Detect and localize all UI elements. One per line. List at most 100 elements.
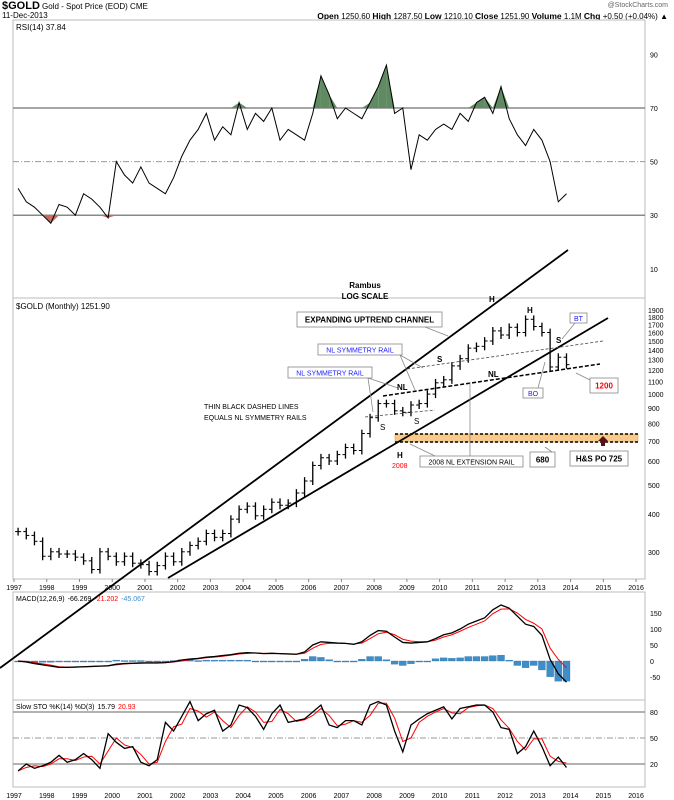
year-label-top: 1998 (39, 585, 55, 592)
rsi-tick-label: 30 (650, 213, 658, 220)
bt-callout-pointer (561, 322, 576, 340)
sto-legend-part: 20.93 (118, 704, 136, 711)
low-label: Low (424, 11, 442, 21)
macd-histogram-bar (464, 656, 472, 662)
rsi-tick-label: 10 (650, 267, 658, 274)
extension-rail-callout-pointer (409, 443, 436, 457)
low-value: 1210.10 (443, 12, 473, 21)
price-tick-label: 1500 (648, 339, 664, 346)
volume-label: Volume (531, 11, 562, 21)
macd-histogram-bar (55, 660, 63, 663)
instrument-name: Gold - Spot Price (EOD) CME (42, 2, 148, 11)
target-callout-box (569, 450, 629, 467)
year-label-bottom: 2012 (497, 793, 513, 800)
macd-histogram-bar (350, 660, 358, 663)
up-triangle-icon: ▲ (660, 12, 668, 21)
bt-callout-box (569, 312, 588, 324)
macd-histogram-bar (431, 658, 440, 662)
bo-callout-pointer (537, 361, 546, 389)
macd-histogram-bar (497, 655, 505, 662)
macd-histogram-bar (530, 660, 538, 666)
high-value: 1287.50 (393, 12, 423, 21)
macd-histogram-bar (505, 659, 513, 662)
level-1200-callout: 1200 (595, 382, 613, 391)
macd-histogram-bar (194, 660, 202, 662)
stochastic-panel: 80 50 20 Slow STO %K(14) %D(3) 15.79 20.93 (13, 700, 658, 772)
year-label-bottom: 2005 (268, 793, 284, 800)
year-label-top: 1999 (72, 585, 88, 592)
macd-histogram-bar (120, 660, 129, 662)
macd-histogram-bar (423, 660, 431, 663)
rails-note-line-1: THIN BLACK DASHED LINES (204, 404, 299, 411)
macd-histogram-bar (243, 659, 251, 662)
macd-tick-label: 150 (650, 611, 662, 618)
nl-symmetry-rail-callout-2-pointer (367, 377, 374, 413)
macd-histogram-bar (309, 656, 317, 662)
macd-tick-label: 0 (650, 659, 654, 666)
price-tick-label: 900 (648, 406, 660, 413)
macd-histogram-bar (235, 659, 243, 662)
rsi-overbought-fill (370, 86, 379, 108)
rsi-tick-label: 90 (650, 52, 658, 59)
level-680-callout-pointer (544, 446, 553, 453)
rsi-overbought-fill (230, 102, 240, 108)
year-label-top: 2003 (203, 585, 219, 592)
year-label-top: 2011 (465, 585, 480, 592)
macd-histogram-bar (79, 660, 88, 663)
target-callout: H&S PO 725 (576, 455, 623, 464)
nl-symmetry-rail-upper (406, 340, 604, 370)
rsi-overbought-fill (492, 86, 502, 108)
rsi-overbought-fill (320, 75, 330, 108)
level-1200-callout-box (589, 377, 619, 394)
year-label-top: 2009 (399, 585, 415, 592)
rsi-oversold-fill (108, 215, 117, 218)
macd-legend: MACD(12,26,9) -66.269 -21.202 -45.067 (16, 596, 145, 603)
year-label-bottom: 2011 (465, 793, 480, 800)
chg-value: +0.50 (+0.04%) (602, 12, 658, 21)
rsi-overbought-fill (239, 102, 248, 108)
macd-histogram-bar (546, 660, 554, 677)
year-label-top: 2005 (268, 585, 284, 592)
macd-histogram-bar (38, 660, 47, 663)
price-tick-label: 1900 (648, 308, 664, 315)
pattern-label-year_2008: 2008 (392, 463, 408, 470)
macd-tick-label: -50 (650, 675, 660, 682)
rsi-overbought-fill (484, 97, 493, 108)
year-label-bottom: 1999 (72, 793, 88, 800)
macd-histogram-bar (63, 660, 71, 663)
price-tick-label: 1800 (648, 315, 664, 322)
price-tick-label: 700 (648, 439, 660, 446)
sto-legend-part: Slow STO %K(14) %D(3) (16, 704, 94, 711)
macd-histogram-bar (366, 656, 374, 662)
extension-rail-callout: 2008 NL EXTENSION RAIL (428, 460, 514, 467)
year-label-top: 2015 (596, 585, 612, 592)
macd-histogram-bar (521, 660, 530, 668)
price-tick-label: 1100 (648, 380, 663, 387)
macd-tick-label: 100 (650, 627, 662, 634)
sto-legend-part: 15.79 (97, 704, 115, 711)
year-label-top: 2006 (301, 585, 317, 592)
sto-k-line (17, 700, 567, 772)
year-label-bottom: 2003 (203, 793, 219, 800)
macd-histogram-bar (358, 659, 366, 662)
price-tick-label: 1200 (648, 368, 664, 375)
sto-tick-label: 50 (650, 736, 658, 743)
level-680-callout: 680 (536, 456, 550, 465)
year-label-bottom: 2004 (235, 793, 251, 800)
bo-callout: BO (528, 391, 539, 398)
macd-histogram-bar (112, 659, 120, 662)
price-tick-label: 400 (648, 512, 660, 519)
macd-histogram-bar (513, 660, 522, 666)
year-label-bottom: 2007 (334, 793, 350, 800)
macd-histogram-bar (292, 660, 301, 663)
rsi-tick-label: 70 (650, 106, 658, 113)
rsi-overbought-fill (312, 75, 321, 108)
nl-symmetry-rail-callout-1-pointer (399, 354, 416, 391)
rails-note-line-2: EQUALS NL SYMMETRY RAILS (204, 415, 307, 422)
macd-histogram-bar (259, 660, 268, 663)
nl-symmetry-rail-callout-1: NL SYMMETRY RAIL (326, 348, 394, 355)
panel-border (12, 19, 646, 299)
macd-histogram-bar (374, 656, 382, 662)
panel-border (12, 297, 646, 580)
